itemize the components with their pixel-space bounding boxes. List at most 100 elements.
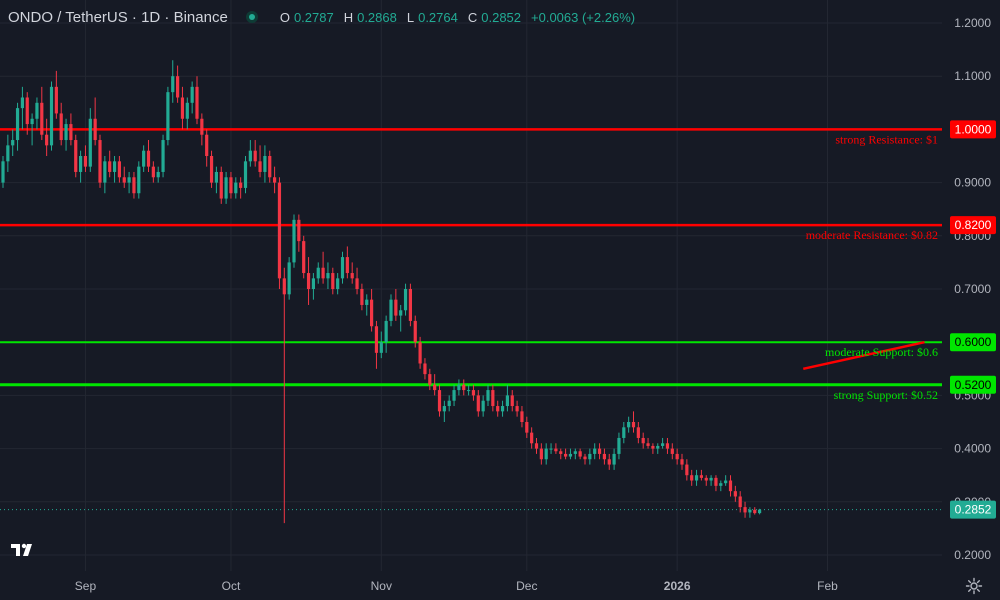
candle-body [6, 145, 10, 162]
candle-body [578, 451, 582, 457]
candle-body [243, 161, 248, 188]
candle-body [282, 278, 286, 295]
candle-body [602, 453, 606, 460]
candle-body [724, 480, 728, 484]
candle-body [74, 140, 78, 172]
candle-body [699, 475, 703, 478]
resistance-level-label: strong Resistance: $1 [835, 132, 938, 146]
candle-body [525, 422, 529, 433]
time-tick-label: Dec [516, 579, 537, 593]
candle-body [394, 299, 398, 316]
candle-body [253, 150, 257, 162]
candle-body [719, 483, 723, 486]
candle-body [30, 118, 34, 125]
price-tick-label: 0.2000 [954, 548, 991, 562]
candle-body [326, 273, 330, 279]
candle-body [748, 509, 752, 513]
candle-body [568, 453, 573, 457]
candle-body [685, 464, 689, 476]
candle-body [627, 422, 631, 428]
candle-body [631, 422, 636, 428]
candle-body [573, 451, 577, 454]
price-tick-label: 1.2000 [954, 16, 991, 30]
candle-body [442, 406, 446, 412]
candle-body [88, 118, 92, 167]
candle-body [593, 448, 597, 454]
time-tick-label: Nov [371, 579, 392, 593]
price-tick-label: 1.1000 [954, 69, 991, 83]
resistance-price-tag [950, 120, 996, 139]
candle-body [743, 507, 747, 513]
candle-body [675, 453, 679, 460]
time-axis[interactable]: Sep Oct Nov Dec 2026 Feb [75, 579, 838, 593]
support-price-tag [950, 333, 996, 352]
support-level-label: moderate Support: $0.6 [825, 345, 938, 359]
level-labels: strong Resistance: $1 moderate Resistance… [806, 132, 938, 401]
trendline-segment[interactable] [802, 340, 925, 371]
candle-body [510, 395, 514, 407]
candle-body [636, 427, 640, 438]
price-tick-label: 0.7000 [954, 282, 991, 296]
trendline[interactable] [802, 340, 925, 371]
candle-body [93, 118, 97, 141]
candle-body [423, 363, 427, 375]
candle-body [413, 320, 417, 343]
candle-body [306, 273, 311, 289]
candle-body [15, 108, 20, 141]
close-value: 0.2852 [481, 9, 522, 25]
candle-body [641, 437, 645, 444]
candle-body [738, 496, 742, 508]
candle-body [219, 171, 223, 199]
candle-body [20, 97, 24, 109]
candle-body [617, 437, 621, 454]
resistance-level-label: moderate Resistance: $0.82 [806, 228, 938, 242]
candle-body [59, 113, 63, 141]
tradingview-logo-icon[interactable] [10, 540, 38, 560]
candle-body [612, 453, 616, 465]
candle-body [661, 443, 665, 446]
candle-body [530, 432, 534, 444]
candle-body [331, 273, 335, 289]
price-tick-label: 0.4000 [954, 442, 991, 456]
open-value: 0.2787 [293, 9, 334, 25]
candle-body [399, 310, 403, 316]
candle-body [350, 273, 354, 279]
candle-body [127, 177, 131, 183]
candle-body [500, 406, 505, 412]
candle-body [476, 395, 480, 412]
candle-body [452, 390, 456, 401]
chart-grid [0, 0, 942, 571]
candle-body [258, 161, 262, 172]
candle-body [457, 384, 461, 391]
candle-body [117, 161, 121, 178]
open-label: O [279, 9, 290, 25]
candle-body [597, 448, 602, 454]
candle-body [665, 443, 670, 449]
market-status-icon[interactable] [245, 11, 258, 23]
candle-body [35, 102, 39, 119]
candle-body [54, 86, 58, 114]
settings-gear-icon[interactable] [965, 577, 983, 595]
candle-body [437, 390, 442, 412]
resistance-price-tag-label: 0.8200 [955, 218, 992, 232]
candle-body [428, 374, 432, 385]
symbol-title[interactable]: ONDO / TetherUS · 1D · Binance [8, 8, 228, 26]
candle-body [370, 299, 374, 327]
candle-body [491, 390, 495, 407]
candle-body [680, 459, 684, 465]
candle-body [564, 453, 568, 457]
support-level-label: strong Support: $0.52 [834, 388, 938, 402]
change-value: +0.0063 (+2.26%) [531, 9, 636, 25]
candle-body [25, 97, 29, 125]
candle-body [1, 161, 5, 183]
candle-body [403, 289, 408, 311]
candle-body [142, 150, 146, 167]
price-axis[interactable]: 1.20001.10001.00000.90000.80000.70000.60… [950, 16, 996, 562]
candle-body [122, 177, 126, 183]
resistance-price-tag-label: 1.0000 [955, 122, 992, 136]
candle-body [180, 97, 185, 119]
candle-body [205, 134, 209, 156]
candle-body [316, 267, 320, 279]
candle-body [336, 278, 340, 289]
